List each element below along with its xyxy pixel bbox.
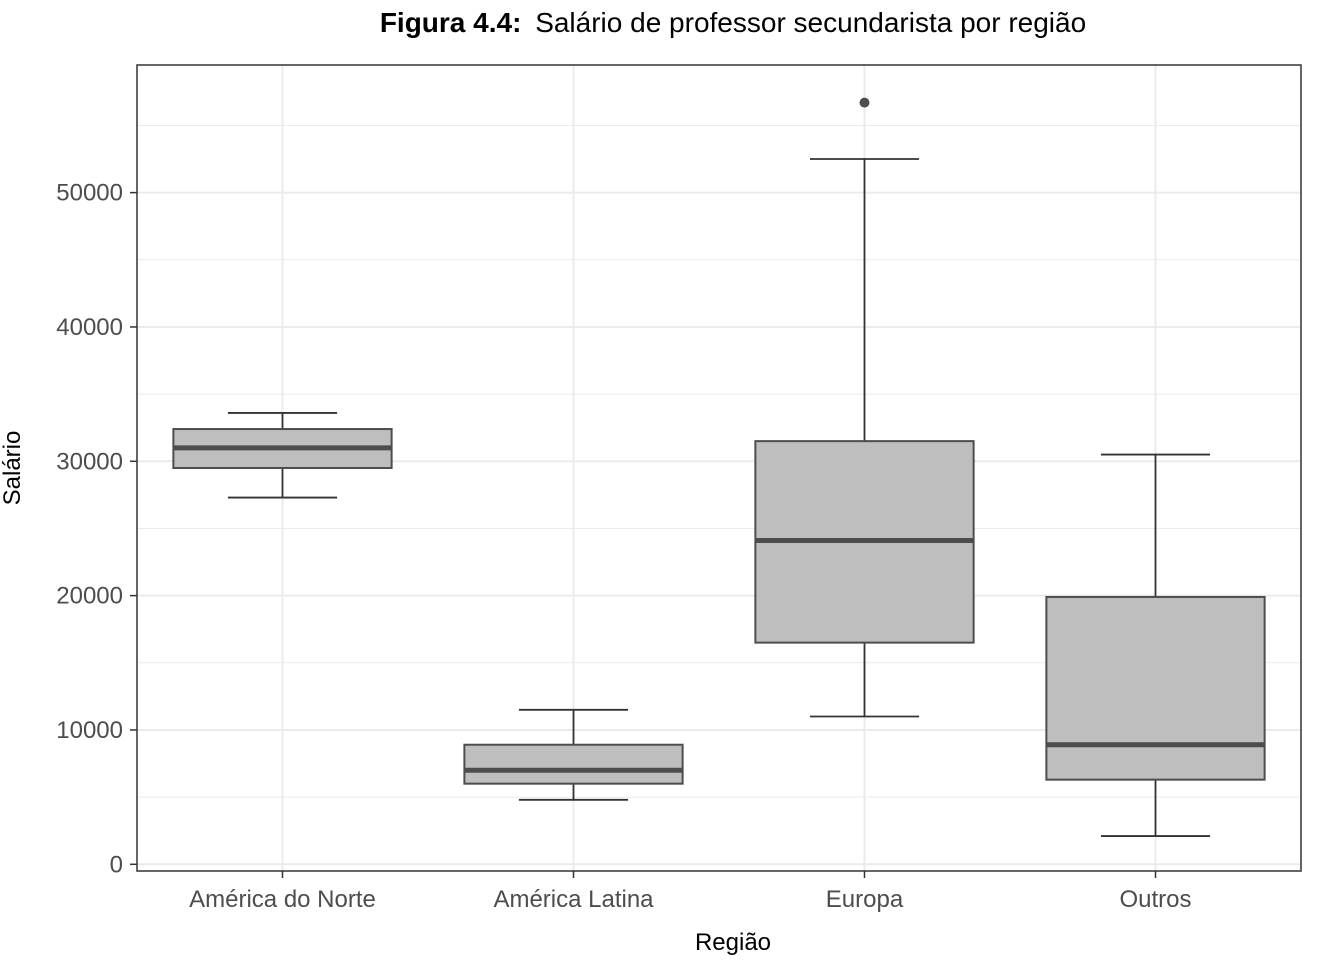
boxes xyxy=(172,97,1266,837)
box-group xyxy=(463,708,684,801)
y-tick-label: 0 xyxy=(110,851,123,878)
panel-border xyxy=(136,64,1302,872)
box-group xyxy=(1045,453,1266,837)
x-axis-label: Região xyxy=(695,929,771,956)
box-group xyxy=(172,412,393,499)
y-tick-label: 10000 xyxy=(56,717,123,744)
y-tick-label: 20000 xyxy=(56,583,123,610)
y-tick-label: 50000 xyxy=(56,180,123,207)
box-iqr xyxy=(463,743,684,785)
y-tick-label: 30000 xyxy=(56,448,123,475)
x-tick-label: América Latina xyxy=(493,886,654,913)
x-tick-label: Europa xyxy=(826,886,904,913)
box-group xyxy=(754,97,975,718)
axes: 0 10000 20000 30000 40000 50000 América do Nor… xyxy=(56,180,1191,913)
chart-title-text: Salário de professor secundarista por re… xyxy=(535,7,1086,38)
box-iqr xyxy=(1045,595,1266,781)
y-tick-label: 40000 xyxy=(56,314,123,341)
outlier-point xyxy=(859,97,870,108)
x-tick-label: América do Norte xyxy=(189,886,376,913)
x-tick-label: Outros xyxy=(1119,886,1191,913)
chart-title: Figura 4.4: Salário de professor secunda… xyxy=(380,7,1086,38)
y-axis-label: Salário xyxy=(0,431,26,506)
chart-title-prefix: Figura 4.4: xyxy=(380,7,522,38)
